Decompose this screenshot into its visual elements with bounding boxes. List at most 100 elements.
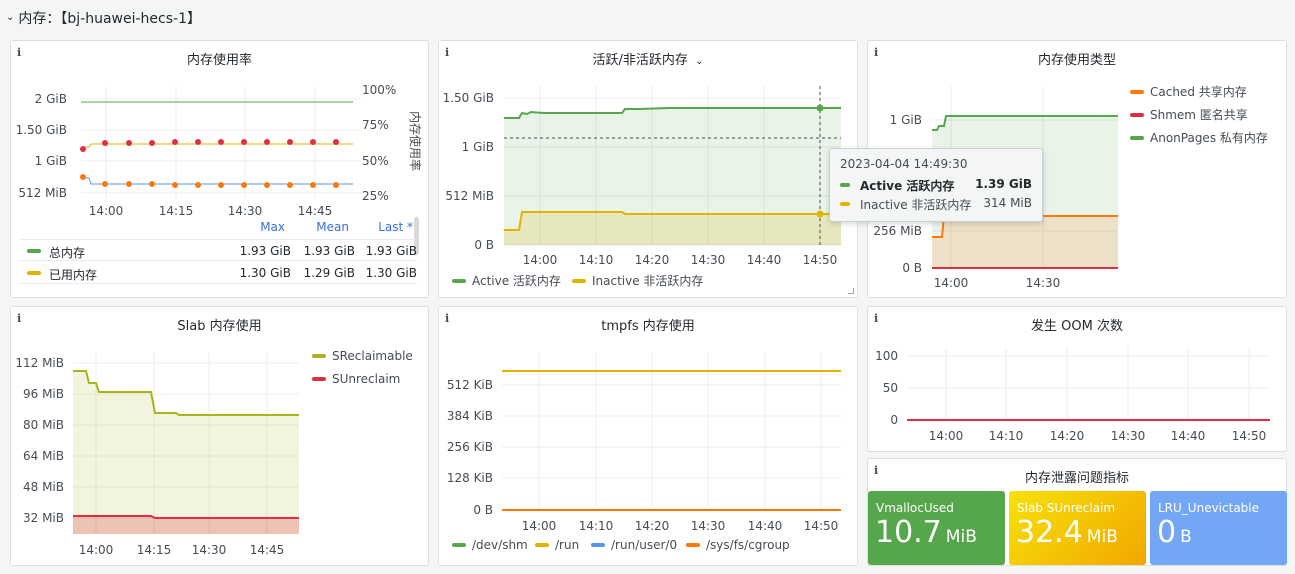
info-icon[interactable]: i bbox=[874, 46, 879, 59]
series-color-swatch[interactable] bbox=[572, 278, 586, 283]
info-icon[interactable]: i bbox=[445, 46, 450, 59]
x-tick: 14:45 bbox=[298, 204, 333, 218]
active-line bbox=[504, 107, 841, 119]
y-right-tick: 100% bbox=[362, 83, 396, 97]
tooltip-series-value: 1.39 GiB bbox=[975, 177, 1032, 191]
y-tick: 50 bbox=[883, 381, 898, 395]
legend-label: /run bbox=[555, 538, 580, 552]
series-color-swatch[interactable] bbox=[591, 543, 605, 547]
stat-unit: MiB bbox=[945, 527, 977, 547]
series-color-swatch[interactable] bbox=[686, 543, 700, 547]
sreclaimable-area bbox=[73, 371, 299, 534]
panel-title: 内存使用类型 bbox=[1037, 53, 1116, 68]
legend-item[interactable]: Inactive 非活跃内存 bbox=[572, 272, 703, 289]
y-tick: 1.50 GiB bbox=[16, 123, 67, 137]
legend-item[interactable]: /run/user/0 bbox=[591, 538, 677, 552]
series-name: 总内存 bbox=[49, 246, 86, 260]
y-tick: 48 MiB bbox=[23, 480, 64, 494]
panel-title: 内存泄露问题指标 bbox=[1024, 471, 1129, 486]
info-icon[interactable]: i bbox=[445, 312, 450, 325]
stat-value: 10.7 bbox=[875, 515, 942, 550]
stat-slab-sunreclaim[interactable]: Slab SUnreclaim 32.4 MiB bbox=[1009, 491, 1146, 565]
series-color-swatch bbox=[840, 202, 850, 206]
legend-scrollbar[interactable] bbox=[414, 217, 419, 255]
y-tick: 100 bbox=[875, 349, 898, 363]
info-icon[interactable]: i bbox=[17, 46, 22, 59]
x-tick: 14:50 bbox=[1232, 429, 1267, 443]
legend-item[interactable]: /dev/shm bbox=[452, 538, 528, 552]
x-tick: 14:00 bbox=[934, 276, 969, 290]
series-color-swatch[interactable] bbox=[535, 543, 549, 547]
x-tick: 14:10 bbox=[579, 519, 614, 533]
y-tick: 0 B bbox=[902, 261, 922, 275]
active-inactive-chart: 1.50 GiB 1 GiB 512 MiB 0 B 14:00 14:10 1… bbox=[443, 86, 841, 267]
y-tick: 96 MiB bbox=[23, 387, 64, 401]
legend-item[interactable]: AnonPages 私有内存 bbox=[1130, 129, 1268, 146]
panel-title-wrap[interactable]: 活跃/非活跃内存 ⌄ bbox=[439, 49, 857, 68]
y-tick: 0 B bbox=[474, 238, 494, 252]
series-color-swatch[interactable] bbox=[452, 278, 466, 283]
y-tick: 32 MiB bbox=[23, 511, 64, 525]
resize-handle[interactable] bbox=[848, 288, 854, 294]
panel-memory-usage[interactable]: i 内存使用率 2 GiB 1.50 GiB 1 GiB 512 MiB 100… bbox=[10, 40, 429, 298]
x-tick: 14:30 bbox=[1111, 429, 1146, 443]
legend-label: Shmem 匿名共享 bbox=[1150, 108, 1248, 122]
panel-slab[interactable]: i Slab 内存使用 112 MiB 96 MiB 80 MiB 64 MiB… bbox=[10, 306, 429, 566]
x-tick: 14:30 bbox=[192, 543, 227, 557]
series-color-swatch[interactable] bbox=[312, 354, 326, 358]
series-color-swatch[interactable] bbox=[1130, 112, 1144, 117]
x-tick: 14:10 bbox=[579, 253, 614, 267]
legend-row-total[interactable]: 总内存 1.93 GiB 1.93 GiB 1.93 GiB bbox=[19, 239, 417, 261]
legend-label: SUnreclaim bbox=[332, 372, 401, 386]
legend-header-mean[interactable]: Mean bbox=[316, 220, 349, 234]
series-color-swatch[interactable] bbox=[452, 543, 466, 547]
series-color-swatch[interactable] bbox=[1130, 135, 1144, 140]
y-tick: 1 GiB bbox=[35, 154, 67, 168]
legend-item[interactable]: SReclaimable bbox=[312, 349, 413, 363]
y-tick: 512 KiB bbox=[447, 378, 493, 392]
series-color-swatch[interactable] bbox=[27, 271, 41, 275]
y-right-tick: 50% bbox=[362, 154, 389, 168]
stat-value: 32.4 bbox=[1016, 515, 1083, 550]
legend-item[interactable]: /sys/fs/cgroup bbox=[686, 538, 790, 552]
row-header[interactable]: ⌄ 内存：【bj-huawei-hecs-1】 bbox=[6, 4, 201, 32]
legend-headers: Max Mean Last * bbox=[259, 220, 419, 236]
y-tick: 512 MiB bbox=[18, 186, 67, 200]
info-icon[interactable]: i bbox=[874, 464, 879, 477]
tmpfs-chart: 512 KiB 384 KiB 256 KiB 128 KiB 0 B 14:0… bbox=[447, 352, 841, 533]
legend-item[interactable]: Shmem 匿名共享 bbox=[1130, 106, 1248, 123]
legend-header-last[interactable]: Last * bbox=[378, 220, 413, 234]
legend-item[interactable]: SUnreclaim bbox=[312, 372, 400, 386]
panel-active-inactive[interactable]: i 活跃/非活跃内存 ⌄ 1.50 GiB 1 GiB 512 MiB 0 B … bbox=[438, 40, 858, 298]
info-icon[interactable]: i bbox=[874, 312, 879, 325]
chevron-down-icon: ⌄ bbox=[695, 56, 704, 67]
legend-item[interactable]: /run bbox=[535, 538, 579, 552]
stat-vmalloc-used[interactable]: VmallocUsed 10.7 MiB bbox=[868, 491, 1005, 565]
series-name: 已用内存 bbox=[49, 268, 98, 282]
series-color-swatch[interactable] bbox=[312, 377, 326, 381]
legend-item[interactable]: Cached 共享内存 bbox=[1130, 83, 1247, 100]
y-tick: 1 GiB bbox=[890, 113, 922, 127]
panel-tmpfs[interactable]: i tmpfs 内存使用 512 KiB 384 KiB 256 KiB 128… bbox=[438, 306, 858, 566]
series-color-swatch[interactable] bbox=[27, 249, 41, 253]
y-tick: 256 KiB bbox=[447, 440, 493, 454]
row-title: 内存：【bj-huawei-hecs-1】 bbox=[18, 11, 201, 27]
legend-item[interactable]: Active 活跃内存 bbox=[452, 272, 561, 289]
memory-usage-chart: 2 GiB 1.50 GiB 1 GiB 512 MiB 100% 75% 50… bbox=[16, 83, 423, 218]
stat-label: VmallocUsed bbox=[876, 501, 954, 515]
panel-oom[interactable]: i 发生 OOM 次数 100 50 0 14:00 14:10 14:20 1… bbox=[867, 306, 1287, 452]
anon-line bbox=[932, 115, 1118, 131]
grid-lines bbox=[907, 347, 1270, 421]
cached-area bbox=[932, 216, 1118, 268]
series-color-swatch[interactable] bbox=[1130, 89, 1144, 94]
legend-row-used[interactable]: 已用内存 1.30 GiB 1.29 GiB 1.30 GiB bbox=[19, 262, 417, 284]
panel-leak-metrics[interactable]: i 内存泄露问题指标 VmallocUsed 10.7 MiB Slab SUnr… bbox=[867, 458, 1287, 566]
legend-label: Active 活跃内存 bbox=[472, 274, 561, 288]
legend-header-max[interactable]: Max bbox=[260, 220, 285, 234]
info-icon[interactable]: i bbox=[17, 312, 22, 325]
y-tick: 2 GiB bbox=[35, 92, 67, 106]
legend-label: SReclaimable bbox=[332, 349, 413, 363]
y-tick: 80 MiB bbox=[23, 418, 64, 432]
